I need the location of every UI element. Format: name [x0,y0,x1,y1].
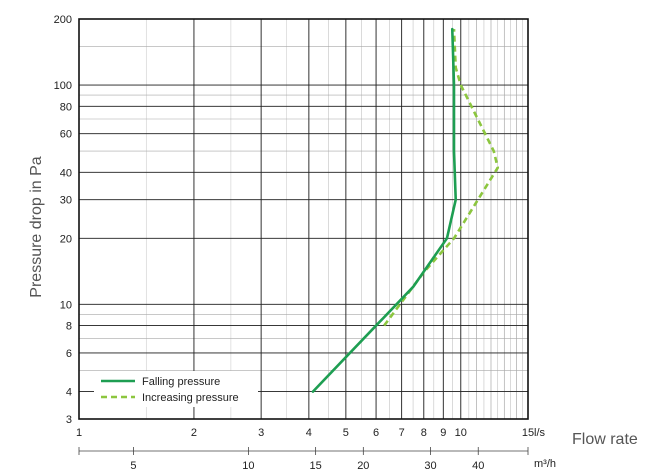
x-tick-label: 4 [306,427,312,439]
legend-label: Increasing pressure [142,392,239,404]
y-tick-label: 200 [54,14,72,26]
secondary-x-tick-label: 40 [472,460,484,472]
y-tick-label: 6 [66,348,72,360]
series-line-falling-pressure [311,27,458,393]
y-tick-label: 80 [60,101,72,113]
y-axis-title: Pressure drop in Pa [28,156,45,298]
x-tick-label: 8 [421,427,427,439]
y-tick-label: 40 [60,167,72,179]
x-tick-label: 15 [522,427,534,439]
x-axis-title: Flow rate [572,431,638,448]
secondary-x-tick-label: 10 [242,460,254,472]
legend: Falling pressure Increasing pressure [94,371,258,407]
secondary-x-axis: 5 10 15 20 30 40 [78,447,529,472]
secondary-x-tick-label: 30 [424,460,436,472]
x-tick-label: 1 [76,427,82,439]
y-tick-label: 3 [66,414,72,426]
x-tick-label: 3 [258,427,264,439]
x-tick-labels: 1 2 3 4 5 6 7 8 9 10 15 [76,427,534,439]
y-tick-label: 100 [54,80,72,92]
y-tick-label: 30 [60,195,72,207]
y-tick-labels: 3 4 6 8 10 20 30 40 60 80 100 200 [54,14,72,426]
y-tick-label: 60 [60,129,72,141]
secondary-x-tick-label: 5 [130,460,136,472]
x-tick-label: 2 [191,427,197,439]
y-tick-label: 20 [60,233,72,245]
plot-frame [78,18,529,420]
x-tick-label: 10 [455,427,467,439]
x-tick-label: 7 [399,427,405,439]
secondary-x-tick-label: 20 [357,460,369,472]
x-unit-label: l/s [534,427,546,439]
y-tick-label: 8 [66,321,72,333]
legend-label: Falling pressure [142,376,220,388]
x-tick-label: 6 [373,427,379,439]
x-tick-label: 5 [343,427,349,439]
y-tick-label: 10 [60,299,72,311]
series-layer [311,27,500,393]
x-tick-label: 9 [440,427,446,439]
secondary-x-tick-label: 15 [309,460,321,472]
secondary-x-unit-label: m³/h [534,458,556,470]
y-tick-label: 4 [66,387,72,399]
legend-box [94,371,258,407]
